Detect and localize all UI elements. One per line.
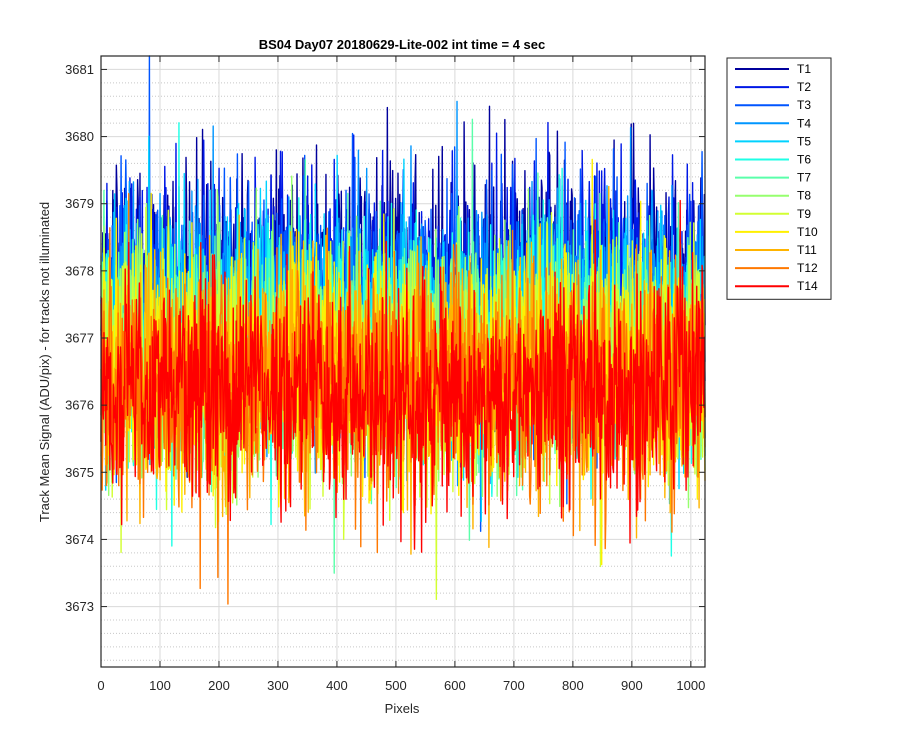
y-tick-label: 3679 bbox=[65, 196, 94, 211]
legend-label-t2: T2 bbox=[797, 80, 811, 94]
legend-label-t3: T3 bbox=[797, 98, 811, 112]
series-lines bbox=[100, 55, 706, 605]
y-tick-label: 3681 bbox=[65, 62, 94, 77]
x-tick-label: 600 bbox=[444, 678, 466, 693]
y-axis-label: Track Mean Signal (ADU/pix) - for tracks… bbox=[37, 202, 52, 522]
y-tick-label: 3677 bbox=[65, 331, 94, 346]
legend-label-t10: T10 bbox=[797, 225, 818, 239]
x-tick-label: 300 bbox=[267, 678, 289, 693]
legend-label-t9: T9 bbox=[797, 207, 811, 221]
x-tick-label: 400 bbox=[326, 678, 348, 693]
legend-label-t4: T4 bbox=[797, 116, 811, 130]
y-tick-label: 3680 bbox=[65, 129, 94, 144]
y-tick-label: 3678 bbox=[65, 263, 94, 278]
x-tick-label: 500 bbox=[385, 678, 407, 693]
y-tick-label: 3673 bbox=[65, 599, 94, 614]
plot-area: 0 100 200 300 400 500 600 700 800 900 1000 3673367… bbox=[65, 55, 706, 693]
y-tick-label: 3676 bbox=[65, 398, 94, 413]
chart-title: BS04 Day07 20180629-Lite-002 int time = … bbox=[259, 37, 546, 52]
x-tick-label: 700 bbox=[503, 678, 525, 693]
legend-label-t1: T1 bbox=[797, 62, 811, 76]
x-tick-label: 900 bbox=[621, 678, 643, 693]
legend-box bbox=[726, 57, 832, 300]
x-tick-label: 100 bbox=[149, 678, 171, 693]
x-tick-label: 1000 bbox=[676, 678, 705, 693]
legend-label-t6: T6 bbox=[797, 153, 811, 167]
legend-label-t5: T5 bbox=[797, 134, 811, 148]
legend-items: T1 T2 T3 T4 T5 T6 T7 T8 T9 T10 T11 T12 T14 bbox=[735, 62, 818, 293]
x-tick-label: 0 bbox=[97, 678, 104, 693]
x-axis-ticks: 0 100 200 300 400 500 600 700 800 900 1000 bbox=[97, 56, 705, 693]
y-tick-label: 3675 bbox=[65, 465, 94, 480]
y-axis-ticks: 3673 3674 3675 3676 3677 3678 3679 3680 3681 bbox=[65, 62, 705, 614]
legend-label-t8: T8 bbox=[797, 189, 811, 203]
x-axis-label: Pixels bbox=[385, 701, 420, 716]
legend-label-t11: T11 bbox=[797, 243, 817, 257]
series-line-t14 bbox=[100, 199, 706, 553]
legend-label-t7: T7 bbox=[797, 171, 811, 185]
x-tick-label: 200 bbox=[208, 678, 230, 693]
legend-label-t12: T12 bbox=[797, 261, 818, 275]
y-tick-label: 3674 bbox=[65, 532, 94, 547]
plot-frame bbox=[100, 55, 706, 668]
legend: T1 T2 T3 T4 T5 T6 T7 T8 T9 T10 T11 T12 T14 bbox=[726, 57, 832, 300]
legend-label-t14: T14 bbox=[797, 279, 818, 293]
x-tick-label: 800 bbox=[562, 678, 584, 693]
